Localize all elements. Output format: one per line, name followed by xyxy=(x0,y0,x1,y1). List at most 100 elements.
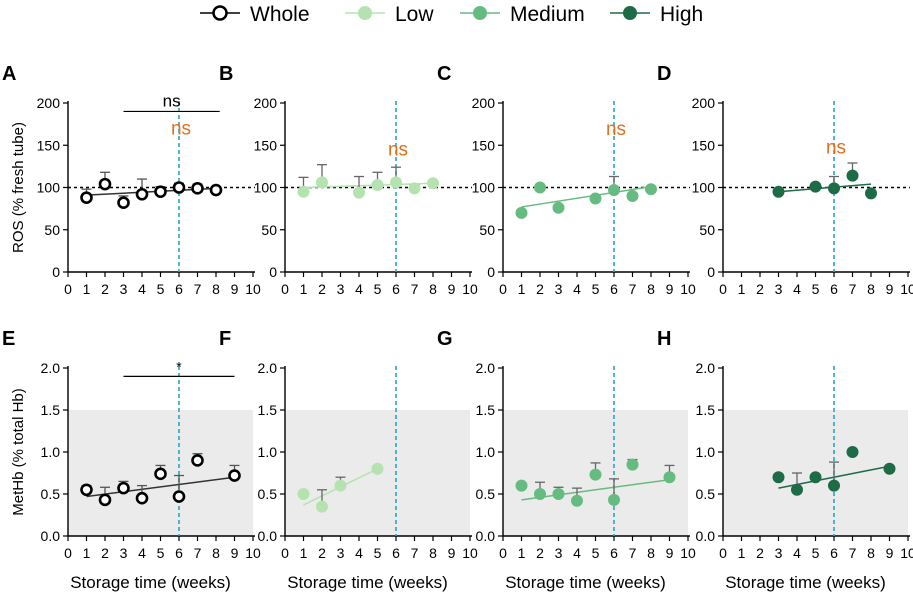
x-tick-label: 2 xyxy=(536,281,544,297)
x-tick-label: 8 xyxy=(867,281,875,297)
x-tick-label: 2 xyxy=(318,545,326,561)
x-tick-label: 4 xyxy=(355,545,363,561)
data-point xyxy=(772,471,785,484)
y-tick-label: 50 xyxy=(479,222,495,238)
data-point xyxy=(809,180,822,193)
x-tick-label: 3 xyxy=(120,281,128,297)
x-tick-label: 0 xyxy=(499,545,507,561)
x-tick-label: 5 xyxy=(812,545,820,561)
data-point xyxy=(98,493,112,507)
panel-letter-C: C xyxy=(437,63,451,85)
data-point xyxy=(371,178,384,191)
panel-letter-F: F xyxy=(219,328,231,350)
y-tick-label: 0.5 xyxy=(476,486,496,502)
data-point xyxy=(427,177,439,190)
y-axis-label: MetHb (% total Hb) xyxy=(10,388,27,516)
x-tick-label: 10 xyxy=(245,281,261,297)
x-tick-label: 10 xyxy=(900,545,913,561)
y-tick-label: 200 xyxy=(692,95,716,111)
y-tick-label: 50 xyxy=(261,222,277,238)
data-point xyxy=(608,184,620,197)
y-tick-label: 200 xyxy=(37,95,61,111)
y-tick-label: 200 xyxy=(254,95,278,111)
x-tick-label: 5 xyxy=(374,545,382,561)
x-tick-label: 7 xyxy=(629,281,637,297)
data-point xyxy=(626,189,639,202)
panel-letter-E: E xyxy=(2,328,15,350)
x-tick-label: 2 xyxy=(756,281,764,297)
x-tick-label: 4 xyxy=(793,281,801,297)
data-point xyxy=(353,186,365,199)
y-tick-label: 0.5 xyxy=(41,486,61,502)
y-tick-label: 2.0 xyxy=(476,360,496,376)
data-point xyxy=(172,181,186,194)
significance-label: ns xyxy=(163,91,181,110)
y-tick-label: 0.5 xyxy=(258,486,278,502)
x-tick-label: 9 xyxy=(886,545,894,561)
x-tick-label: 4 xyxy=(138,545,146,561)
x-tick-label: 1 xyxy=(83,281,91,297)
x-tick-label: 6 xyxy=(175,545,183,561)
x-tick-label: 8 xyxy=(212,545,220,561)
y-tick-label: 2.0 xyxy=(258,360,278,376)
x-tick-label: 0 xyxy=(64,281,72,297)
x-tick-label: 1 xyxy=(300,545,308,561)
y-tick-label: 1.5 xyxy=(696,402,716,418)
legend-marker-low xyxy=(358,6,372,20)
legend-label-low: Low xyxy=(395,3,434,26)
y-tick-label: 0.0 xyxy=(41,528,61,544)
y-tick-label: 1.0 xyxy=(476,444,496,460)
x-tick-label: 1 xyxy=(518,281,526,297)
x-tick-label: 0 xyxy=(719,545,727,561)
x-tick-label: 8 xyxy=(647,281,655,297)
legend-marker-high xyxy=(623,6,637,20)
x-tick-label: 2 xyxy=(101,281,109,297)
x-tick-label: 7 xyxy=(849,545,857,561)
data-point xyxy=(408,182,421,195)
x-tick-label: 1 xyxy=(300,281,308,297)
x-tick-label: 5 xyxy=(157,281,165,297)
x-tick-label: 10 xyxy=(462,545,478,561)
x-tick-label: 1 xyxy=(518,545,526,561)
y-tick-label: 100 xyxy=(692,180,716,196)
x-tick-label: 2 xyxy=(101,545,109,561)
significance-label: ns xyxy=(171,118,191,139)
data-point xyxy=(663,471,676,484)
x-tick-label: 9 xyxy=(448,545,456,561)
x-tick-label: 7 xyxy=(411,545,419,561)
y-tick-label: 2.0 xyxy=(41,360,61,376)
x-tick-label: 5 xyxy=(157,545,165,561)
y-tick-label: 0.0 xyxy=(258,528,278,544)
y-tick-label: 2.0 xyxy=(696,360,716,376)
y-tick-label: 1.5 xyxy=(476,402,496,418)
x-tick-label: 6 xyxy=(610,545,618,561)
x-tick-label: 6 xyxy=(392,545,400,561)
data-point xyxy=(772,185,785,198)
y-tick-label: 0.0 xyxy=(696,528,716,544)
legend-label-medium: Medium xyxy=(510,3,585,26)
legend: Whole Low Medium High xyxy=(200,3,703,26)
legend-label-whole: Whole xyxy=(250,3,310,26)
significance-label: ns xyxy=(388,139,408,160)
data-point xyxy=(98,177,112,191)
data-point xyxy=(191,454,204,467)
fit-line xyxy=(86,476,235,498)
data-point xyxy=(172,490,186,503)
x-tick-label: 4 xyxy=(793,545,801,561)
data-point xyxy=(883,462,896,475)
x-tick-label: 2 xyxy=(318,281,326,297)
y-tick-label: 200 xyxy=(472,95,496,111)
data-point xyxy=(316,500,328,513)
x-tick-label: 8 xyxy=(867,545,875,561)
x-tick-label: 3 xyxy=(337,545,345,561)
significance-label: ns xyxy=(606,119,626,140)
data-point xyxy=(228,469,241,482)
data-point xyxy=(154,467,167,481)
panel-letter-H: H xyxy=(657,328,671,350)
x-tick-label: 9 xyxy=(231,545,239,561)
data-point xyxy=(135,187,149,201)
